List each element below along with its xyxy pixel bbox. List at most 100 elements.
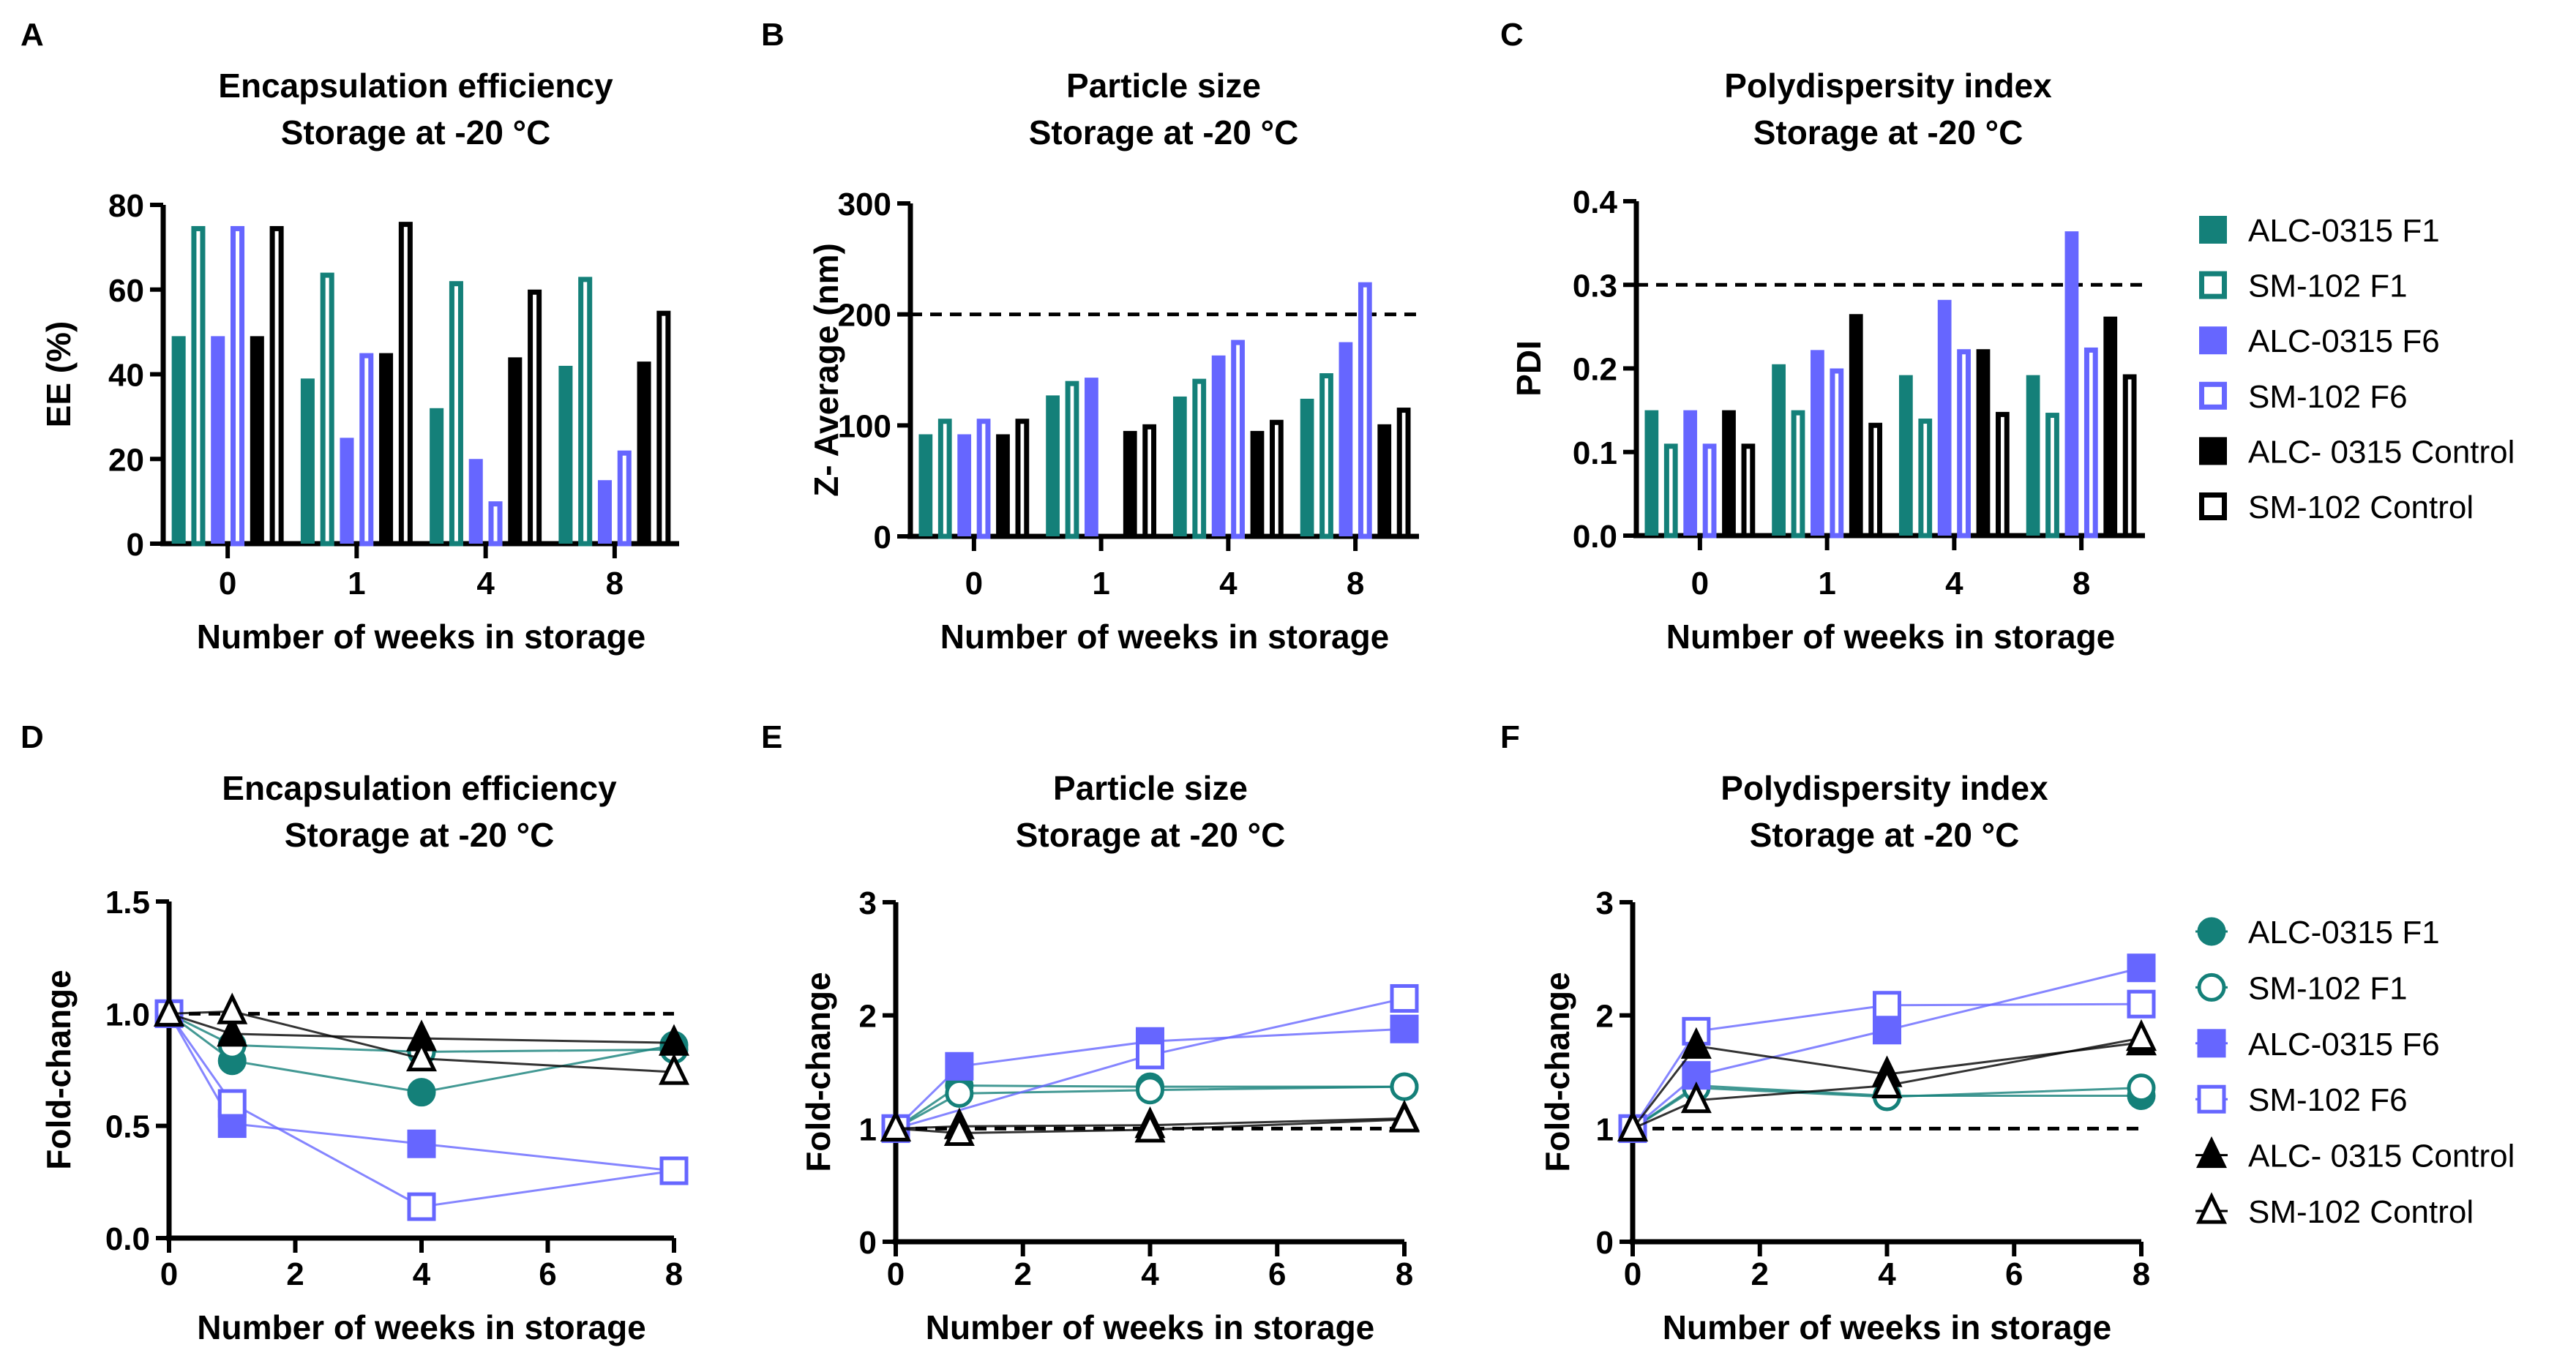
x-tick-label: 4 xyxy=(1219,566,1238,601)
legend-swatch xyxy=(2199,326,2227,355)
data-point xyxy=(2127,953,2156,983)
legend-item: SM-102 F6 xyxy=(2195,1082,2408,1118)
legend-item: SM-102 F6 xyxy=(2199,379,2408,415)
triangle-marker-icon xyxy=(2196,1192,2227,1224)
bar xyxy=(1722,410,1736,536)
y-tick-label: 0.2 xyxy=(1573,352,1617,388)
data-point xyxy=(1680,1081,1712,1114)
bar xyxy=(171,336,186,544)
data-point xyxy=(1680,1027,1712,1059)
series-line xyxy=(168,1013,675,1208)
panel-letter: D xyxy=(20,719,44,755)
x-tick-label: 4 xyxy=(1945,566,1963,601)
x-tick-label: 6 xyxy=(539,1256,556,1292)
x-tick-label: 0 xyxy=(1691,566,1709,601)
x-axis-label: Number of weeks in storage xyxy=(926,1308,1375,1346)
bar xyxy=(211,336,225,544)
legend-item: SM-102 F1 xyxy=(2199,269,2408,304)
triangle-marker-icon xyxy=(2196,1136,2227,1169)
bar xyxy=(1957,349,1971,539)
data-point xyxy=(1390,983,1419,1013)
legend-swatch xyxy=(2199,437,2227,465)
x-tick-label: 6 xyxy=(1268,1256,1286,1292)
legend-item: ALC- 0315 Control xyxy=(2199,434,2515,470)
x-tick-label: 8 xyxy=(1347,566,1364,601)
y-tick-label: 80 xyxy=(108,188,144,224)
chart-title-line2: Storage at -20 °C xyxy=(1029,113,1299,151)
x-tick-label: 6 xyxy=(2005,1256,2023,1292)
legend-item: ALC-0315 F1 xyxy=(2195,915,2440,951)
data-point xyxy=(945,1079,974,1108)
panel-e: E Particle size Storage at -20 °C Fold-chan… xyxy=(761,719,1420,1346)
bar xyxy=(1772,364,1786,536)
bar xyxy=(1211,355,1226,536)
data-point xyxy=(1873,991,1901,1020)
x-tick-label: 8 xyxy=(1396,1256,1413,1292)
data-point xyxy=(1873,1016,1901,1045)
data-point xyxy=(659,1053,689,1085)
series-line xyxy=(895,1117,1405,1130)
data-point xyxy=(406,1039,437,1072)
y-tick-label: 1.0 xyxy=(105,997,150,1032)
data-point xyxy=(217,992,248,1024)
bar xyxy=(488,501,503,547)
legend-label: ALC-0315 F6 xyxy=(2248,1027,2440,1062)
legend-item: ALC-0315 F6 xyxy=(2195,1027,2440,1062)
x-axis-label: Number of weeks in storage xyxy=(1666,618,2116,656)
square-marker-icon xyxy=(2197,1029,2226,1058)
y-tick-label: 2 xyxy=(859,999,877,1035)
bar xyxy=(359,353,374,547)
x-tick-label: 4 xyxy=(1141,1256,1159,1292)
bar xyxy=(1996,411,2010,539)
bar xyxy=(1702,443,1717,539)
data-point xyxy=(1136,1076,1164,1105)
bar xyxy=(320,272,334,547)
bar xyxy=(250,336,264,544)
panel-a: A Encapsulation efficiency Storage at -20 … xyxy=(20,17,679,656)
y-tick-label: 0.4 xyxy=(1573,184,1618,220)
bar xyxy=(1644,410,1659,536)
bar xyxy=(1741,443,1756,539)
y-tick-label: 300 xyxy=(838,187,891,222)
x-tick-label: 0 xyxy=(965,566,983,601)
data-point xyxy=(945,1052,974,1081)
legend-item: ALC-0315 F1 xyxy=(2199,213,2440,249)
y-tick-label: 0.0 xyxy=(1573,519,1617,555)
series-line xyxy=(894,1027,1405,1130)
legend-label: ALC-0315 F1 xyxy=(2248,915,2440,951)
bar xyxy=(1663,443,1678,539)
panel-f: F Polydispersity index Storage at -20 °C Fo… xyxy=(1500,719,2157,1346)
bar xyxy=(637,361,651,544)
chart-title-line2: Storage at -20 °C xyxy=(281,113,551,151)
data-point xyxy=(1389,1101,1420,1133)
bar xyxy=(1976,349,1991,536)
x-tick-label: 4 xyxy=(476,566,495,601)
panel-letter: C xyxy=(1500,17,1524,53)
bar xyxy=(1898,375,1913,536)
y-axis-label: Fold-change xyxy=(40,970,78,1169)
series-line xyxy=(1632,967,2142,1130)
bar xyxy=(2064,231,2079,536)
x-axis-label: Number of weeks in storage xyxy=(940,618,1390,656)
bar xyxy=(300,378,315,544)
bar xyxy=(2083,347,2098,539)
bar xyxy=(656,310,671,547)
y-tick-label: 200 xyxy=(838,298,891,334)
x-axis-label: Number of weeks in storage xyxy=(197,618,646,656)
x-tick-label: 8 xyxy=(2073,566,2090,601)
legend-label: SM-102 F6 xyxy=(2248,1082,2408,1118)
legend-item: SM-102 F1 xyxy=(2195,970,2408,1006)
bar xyxy=(2045,413,2059,539)
panel-b: B Particle size Storage at -20 °C Z- Averag… xyxy=(761,17,1419,656)
y-axis-label: Fold-change xyxy=(1538,972,1576,1172)
bar xyxy=(379,353,394,544)
bar xyxy=(1918,419,1933,539)
y-tick-label: 0 xyxy=(127,527,144,563)
legend-swatch xyxy=(2199,492,2227,520)
chart-title-line2: Storage at -20 °C xyxy=(285,816,555,854)
data-point xyxy=(2127,1073,2156,1103)
bar xyxy=(1338,342,1353,536)
bar xyxy=(269,225,284,547)
x-tick-label: 1 xyxy=(348,566,365,601)
